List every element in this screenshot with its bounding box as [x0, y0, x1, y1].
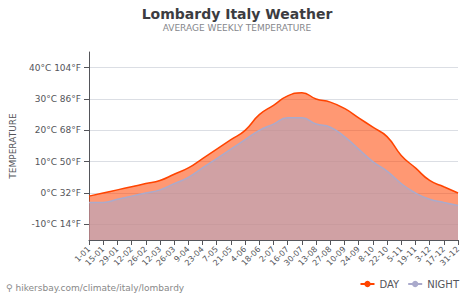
svg-text:22-10: 22-10 — [367, 244, 391, 268]
svg-text:3-12: 3-12 — [413, 244, 433, 264]
svg-text:31-12: 31-12 — [438, 245, 461, 268]
svg-text:27-08: 27-08 — [310, 244, 334, 268]
svg-text:30°C 86°F: 30°C 86°F — [35, 94, 81, 104]
svg-text:29-01: 29-01 — [97, 244, 121, 268]
svg-text:20°C 68°F: 20°C 68°F — [35, 125, 81, 135]
svg-text:10-09: 10-09 — [324, 244, 348, 268]
svg-text:13-08: 13-08 — [296, 244, 320, 268]
svg-text:TEMPERATURE: TEMPERATURE — [8, 113, 18, 180]
svg-text:12-03: 12-03 — [140, 244, 164, 268]
svg-text:18-06: 18-06 — [239, 244, 263, 268]
svg-text:0°C 32°F: 0°C 32°F — [41, 188, 82, 198]
svg-text:NIGHT: NIGHT — [427, 279, 460, 290]
svg-text:24-09: 24-09 — [339, 244, 362, 268]
svg-text:9-04: 9-04 — [172, 244, 192, 264]
svg-text:8-10: 8-10 — [356, 244, 376, 264]
svg-text:10°C 50°F: 10°C 50°F — [35, 157, 81, 167]
svg-text:-10°C 14°F: -10°C 14°F — [32, 219, 81, 229]
svg-text:16-07: 16-07 — [268, 244, 291, 268]
svg-text:1-01: 1-01 — [73, 244, 93, 264]
svg-text:15-01: 15-01 — [83, 244, 107, 268]
svg-text:26-03: 26-03 — [154, 244, 178, 268]
svg-text:40°C 104°F: 40°C 104°F — [29, 63, 81, 73]
svg-text:12-02: 12-02 — [112, 244, 135, 268]
svg-text:26-02: 26-02 — [126, 244, 149, 268]
svg-text:19-11: 19-11 — [395, 244, 419, 268]
svg-text:21-05: 21-05 — [211, 244, 235, 268]
svg-text:Lombardy Italy Weather: Lombardy Italy Weather — [142, 6, 333, 22]
svg-text:23-04: 23-04 — [182, 244, 206, 268]
svg-text:7-05: 7-05 — [200, 244, 220, 264]
svg-text:4-06: 4-06 — [229, 244, 249, 264]
svg-text:17-12: 17-12 — [424, 244, 447, 268]
svg-text:DAY: DAY — [379, 279, 400, 290]
svg-text:2-07: 2-07 — [257, 244, 277, 264]
svg-text:⚲ hikersbay.com/climate/italy/: ⚲ hikersbay.com/climate/italy/lombardy — [6, 283, 185, 293]
svg-text:5-11: 5-11 — [385, 244, 405, 264]
svg-text:30-07: 30-07 — [282, 244, 306, 268]
svg-text:AVERAGE WEEKLY TEMPERATURE: AVERAGE WEEKLY TEMPERATURE — [163, 23, 312, 33]
